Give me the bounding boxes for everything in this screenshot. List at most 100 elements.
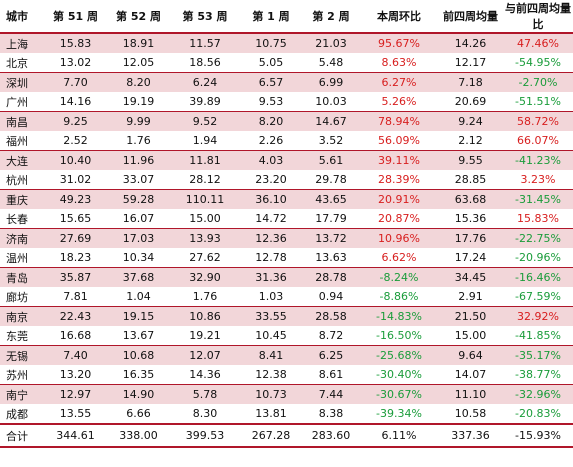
cell-week-2: 28.58: [302, 306, 360, 326]
cell-four-week-avg: 9.64: [438, 345, 503, 365]
cell-vs-four-week-avg: -35.17%: [503, 345, 573, 365]
cell-four-week-avg: 11.10: [438, 384, 503, 404]
cell-week-1: 10.75: [240, 33, 302, 53]
cell-city: 南京: [0, 306, 44, 326]
cell-week-2: 21.03: [302, 33, 360, 53]
header-week-over-week: 本周环比: [360, 0, 438, 34]
cell-week-over-week: -30.67%: [360, 384, 438, 404]
cell-four-week-avg: 10.58: [438, 404, 503, 425]
cell-city: 无锡: [0, 345, 44, 365]
cell-week-over-week: 6.62%: [360, 248, 438, 268]
cell-four-week-avg: 34.45: [438, 267, 503, 287]
cell-week-1: 10.73: [240, 384, 302, 404]
cell-week-52: 59.28: [107, 189, 170, 209]
table-row: 广州 14.16 19.19 39.89 9.53 10.03 5.26% 20.69 -51.…: [0, 92, 573, 112]
cell-week-51: 35.87: [44, 267, 107, 287]
total-four-week-avg: 337.36: [438, 423, 503, 448]
cell-week-2: 13.63: [302, 248, 360, 268]
cell-vs-four-week-avg: -51.51%: [503, 92, 573, 112]
total-week-53: 399.53: [170, 423, 240, 448]
cell-week-2: 17.79: [302, 209, 360, 229]
cell-week-53: 28.12: [170, 170, 240, 190]
weekly-sales-table: 城市 第 51 周 第 52 周 第 53 周 第 1 周 第 2 周 本周环比…: [0, 0, 573, 448]
cell-four-week-avg: 14.26: [438, 33, 503, 53]
cell-week-1: 8.41: [240, 345, 302, 365]
cell-week-52: 1.04: [107, 287, 170, 307]
cell-vs-four-week-avg: -41.85%: [503, 326, 573, 346]
table-row: 苏州 13.20 16.35 14.36 12.38 8.61 -30.40% 14.07 -3…: [0, 365, 573, 385]
cell-week-53: 9.52: [170, 111, 240, 131]
cell-week-2: 6.25: [302, 345, 360, 365]
cell-week-over-week: 6.27%: [360, 72, 438, 92]
cell-week-1: 12.78: [240, 248, 302, 268]
cell-week-1: 13.81: [240, 404, 302, 425]
cell-vs-four-week-avg: -20.96%: [503, 248, 573, 268]
cell-week-52: 37.68: [107, 267, 170, 287]
cell-week-over-week: 56.09%: [360, 131, 438, 151]
cell-week-2: 3.52: [302, 131, 360, 151]
cell-week-51: 49.23: [44, 189, 107, 209]
header-vs-four-week-avg: 与前四周均量比: [503, 0, 573, 34]
cell-vs-four-week-avg: 15.83%: [503, 209, 573, 229]
cell-week-53: 11.57: [170, 33, 240, 53]
cell-vs-four-week-avg: 66.07%: [503, 131, 573, 151]
cell-city: 成都: [0, 404, 44, 425]
table-header-row: 城市 第 51 周 第 52 周 第 53 周 第 1 周 第 2 周 本周环比…: [0, 0, 573, 34]
cell-week-53: 18.56: [170, 53, 240, 73]
cell-week-2: 29.78: [302, 170, 360, 190]
cell-week-over-week: -25.68%: [360, 345, 438, 365]
cell-city: 温州: [0, 248, 44, 268]
total-week-2: 283.60: [302, 423, 360, 448]
cell-week-53: 10.86: [170, 306, 240, 326]
table-row: 南昌 9.25 9.99 9.52 8.20 14.67 78.94% 9.24 58.72%: [0, 111, 573, 131]
cell-week-53: 1.94: [170, 131, 240, 151]
table-row: 北京 13.02 12.05 18.56 5.05 5.48 8.63% 12.17 -54.9…: [0, 53, 573, 73]
cell-week-53: 6.24: [170, 72, 240, 92]
cell-week-2: 8.61: [302, 365, 360, 385]
table-row: 上海 15.83 18.91 11.57 10.75 21.03 95.67% 14.26 47…: [0, 33, 573, 53]
cell-week-51: 13.55: [44, 404, 107, 425]
cell-city: 青岛: [0, 267, 44, 287]
cell-week-1: 31.36: [240, 267, 302, 287]
cell-week-1: 8.20: [240, 111, 302, 131]
cell-week-53: 1.76: [170, 287, 240, 307]
cell-week-1: 4.03: [240, 150, 302, 170]
cell-week-52: 16.35: [107, 365, 170, 385]
cell-week-51: 13.20: [44, 365, 107, 385]
cell-week-52: 12.05: [107, 53, 170, 73]
table-row: 无锡 7.40 10.68 12.07 8.41 6.25 -25.68% 9.64 -35.1…: [0, 345, 573, 365]
cell-vs-four-week-avg: -22.75%: [503, 228, 573, 248]
cell-city: 南宁: [0, 384, 44, 404]
cell-week-52: 10.68: [107, 345, 170, 365]
table-row: 南宁 12.97 14.90 5.78 10.73 7.44 -30.67% 11.10 -32…: [0, 384, 573, 404]
cell-week-51: 18.23: [44, 248, 107, 268]
cell-week-53: 5.78: [170, 384, 240, 404]
total-label: 合计: [0, 423, 44, 448]
table-row: 东莞 16.68 13.67 19.21 10.45 8.72 -16.50% 15.00 -4…: [0, 326, 573, 346]
cell-city: 深圳: [0, 72, 44, 92]
cell-week-53: 13.93: [170, 228, 240, 248]
table-row: 济南 27.69 17.03 13.93 12.36 13.72 10.96% 17.76 -2…: [0, 228, 573, 248]
cell-week-51: 15.83: [44, 33, 107, 53]
cell-week-52: 33.07: [107, 170, 170, 190]
cell-vs-four-week-avg: -41.23%: [503, 150, 573, 170]
cell-week-over-week: -8.86%: [360, 287, 438, 307]
cell-city: 大连: [0, 150, 44, 170]
table-row: 重庆 49.23 59.28 110.11 36.10 43.65 20.91% 63.68-…: [0, 189, 573, 209]
table-row: 青岛 35.87 37.68 32.90 31.36 28.78 -8.24% 34.45 -1…: [0, 267, 573, 287]
cell-week-52: 17.03: [107, 228, 170, 248]
cell-week-2: 6.99: [302, 72, 360, 92]
cell-city: 苏州: [0, 365, 44, 385]
cell-week-51: 14.16: [44, 92, 107, 112]
cell-vs-four-week-avg: -54.95%: [503, 53, 573, 73]
cell-vs-four-week-avg: 3.23%: [503, 170, 573, 190]
cell-week-52: 18.91: [107, 33, 170, 53]
table-row: 深圳 7.70 8.20 6.24 6.57 6.99 6.27% 7.18 -2.70%: [0, 72, 573, 92]
total-row: 合计 344.61 338.00 399.53 267.28 283.60 6.…: [0, 423, 573, 448]
cell-city: 长春: [0, 209, 44, 229]
table-row: 温州 18.23 10.34 27.62 12.78 13.63 6.62% 17.24 -20…: [0, 248, 573, 268]
cell-week-2: 13.72: [302, 228, 360, 248]
cell-week-2: 8.38: [302, 404, 360, 425]
cell-week-52: 8.20: [107, 72, 170, 92]
